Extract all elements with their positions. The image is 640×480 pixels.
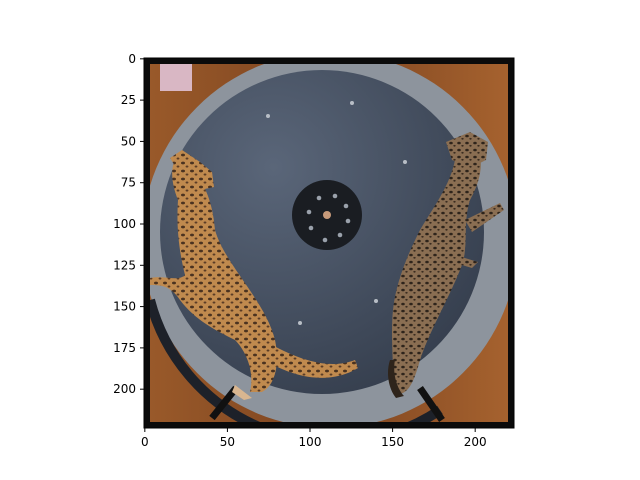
y-tick-label: 125 xyxy=(113,258,136,272)
y-tick-label: 75 xyxy=(121,176,136,190)
x-tick-label: 0 xyxy=(141,435,149,449)
axes-frame xyxy=(143,57,515,429)
wheel-rim xyxy=(145,298,443,428)
wheel-stand xyxy=(209,385,445,422)
y-axis: 0 25 50 75 100 125 150 175 200 xyxy=(113,52,144,396)
x-axis: 0 50 100 150 200 xyxy=(141,428,487,449)
y-tick-label: 150 xyxy=(113,300,136,314)
y-tick-label: 200 xyxy=(113,382,136,396)
y-tick-label: 100 xyxy=(113,217,136,231)
x-tick-label: 50 xyxy=(220,435,235,449)
y-tick-label: 50 xyxy=(121,134,136,148)
right-cat xyxy=(388,132,504,398)
window-blinds xyxy=(160,63,192,91)
x-tick-label: 200 xyxy=(464,435,487,449)
hub-bolts xyxy=(306,193,351,243)
screws xyxy=(266,101,407,325)
photo xyxy=(144,58,514,428)
y-tick-label: 25 xyxy=(121,93,136,107)
y-tick-label: 175 xyxy=(113,341,136,355)
y-tick-label: 0 xyxy=(128,52,136,66)
x-tick-label: 100 xyxy=(299,435,322,449)
x-tick-label: 150 xyxy=(381,435,404,449)
left-cat xyxy=(150,150,358,400)
